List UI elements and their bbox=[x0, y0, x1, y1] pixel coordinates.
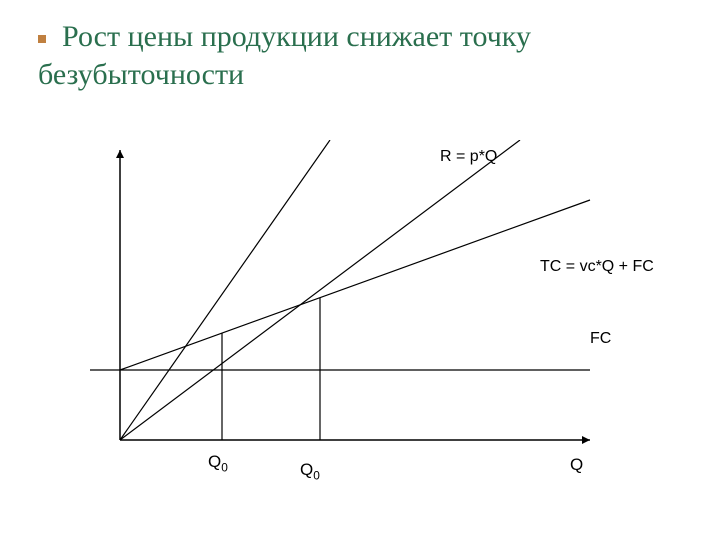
slide-title-text: Рост цены продукции снижает точку безубы… bbox=[38, 20, 531, 91]
label-tc: TC = vc*Q + FC bbox=[540, 258, 654, 276]
label-q0-left: Q0 bbox=[208, 452, 228, 474]
label-q: Q bbox=[570, 455, 583, 475]
label-q0-right: Q0 bbox=[300, 460, 320, 482]
slide-title: Рост цены продукции снижает точку безубы… bbox=[38, 18, 678, 93]
label-r: R = p*Q bbox=[440, 148, 497, 166]
label-fc: FC bbox=[590, 330, 611, 348]
slide: Рост цены продукции снижает точку безубы… bbox=[0, 0, 720, 540]
breakeven-chart bbox=[60, 140, 620, 480]
